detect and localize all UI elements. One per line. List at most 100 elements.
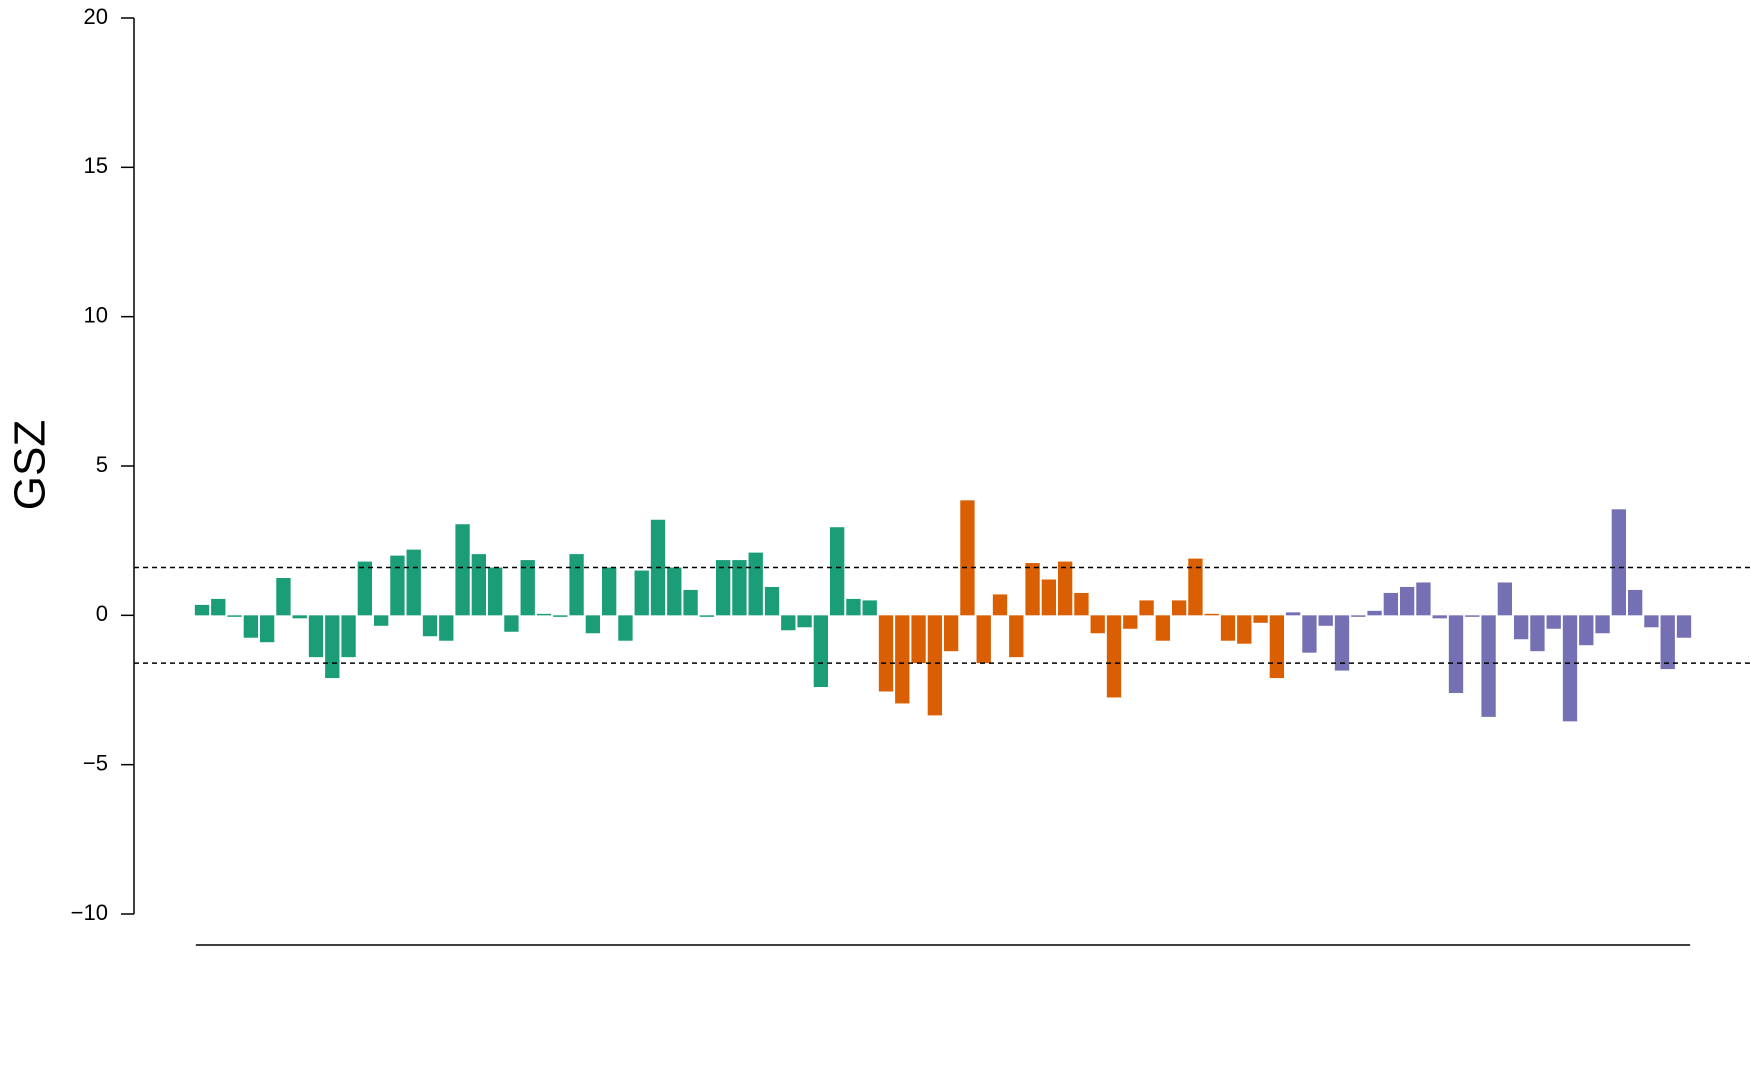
bar — [276, 578, 291, 616]
bar — [1627, 589, 1643, 616]
bar — [422, 615, 438, 637]
bar — [1269, 615, 1285, 679]
y-tick-label: 15 — [84, 153, 108, 178]
bar — [683, 589, 698, 616]
bar — [1611, 509, 1627, 616]
bar — [699, 615, 715, 617]
bar — [927, 615, 943, 716]
bar — [1416, 582, 1431, 616]
bar — [1432, 615, 1447, 619]
bar — [667, 567, 682, 616]
bar — [292, 615, 307, 619]
bar — [1253, 615, 1268, 623]
bar — [601, 567, 617, 616]
bar — [1546, 615, 1561, 629]
bar — [487, 567, 503, 616]
y-tick-label: 5 — [96, 452, 108, 477]
bar — [1383, 592, 1399, 616]
bar — [1448, 615, 1464, 693]
bar — [1399, 586, 1415, 616]
bar — [1579, 615, 1594, 646]
bar — [259, 615, 275, 643]
bar — [1497, 582, 1513, 616]
bar — [1318, 615, 1333, 626]
bar — [1009, 615, 1024, 658]
bar — [1106, 615, 1122, 698]
bar — [243, 615, 259, 638]
bar — [862, 600, 877, 616]
bar — [1237, 615, 1252, 644]
bar — [341, 615, 356, 658]
bar — [308, 615, 324, 658]
bar — [1465, 615, 1480, 617]
bar — [764, 586, 780, 616]
bar — [618, 615, 633, 641]
bar — [895, 615, 910, 704]
y-axis-label: GSZ — [6, 420, 55, 510]
bar — [520, 560, 535, 616]
bar — [1139, 600, 1154, 616]
bar — [1220, 615, 1236, 641]
bar — [211, 598, 226, 616]
bar — [504, 615, 519, 632]
bar — [357, 561, 373, 616]
bar — [846, 598, 861, 616]
bar — [976, 615, 991, 664]
bar — [1041, 579, 1057, 616]
bar — [878, 615, 894, 692]
bar — [1155, 615, 1171, 641]
bar — [813, 615, 829, 688]
bar — [406, 549, 421, 616]
bar — [797, 615, 812, 628]
bar — [1074, 592, 1089, 616]
bar — [748, 552, 763, 616]
bar — [194, 604, 210, 616]
bar — [943, 615, 959, 652]
bar — [390, 555, 405, 616]
bar — [1057, 561, 1073, 616]
bar — [536, 613, 552, 616]
bar — [373, 615, 389, 626]
bar — [1644, 615, 1659, 628]
y-tick-label: 20 — [84, 4, 108, 29]
bar — [1171, 600, 1187, 616]
bar — [471, 554, 487, 616]
y-tick-label: 10 — [84, 302, 108, 327]
bar — [1562, 615, 1578, 722]
bar — [439, 615, 454, 641]
bar — [1530, 615, 1545, 652]
bar — [1351, 615, 1366, 617]
bar — [781, 615, 796, 631]
bar — [1513, 615, 1529, 640]
bar — [829, 527, 845, 616]
bar — [1188, 558, 1203, 616]
y-tick-label: 0 — [96, 601, 108, 626]
bar — [1367, 610, 1382, 616]
bar — [634, 570, 649, 616]
bar — [911, 615, 926, 664]
bar — [1481, 615, 1496, 717]
bar — [1025, 563, 1040, 616]
bar — [1595, 615, 1610, 634]
bar — [1123, 615, 1138, 629]
bar — [1334, 615, 1350, 671]
bar — [960, 500, 975, 616]
bar — [732, 560, 747, 616]
bar — [227, 615, 242, 617]
bar — [1204, 613, 1219, 616]
bar — [1090, 615, 1105, 634]
bar — [1285, 612, 1301, 616]
bar — [569, 554, 584, 616]
bar — [553, 615, 568, 617]
y-tick-label: −5 — [83, 750, 108, 775]
bar — [325, 615, 340, 679]
bar — [1302, 615, 1317, 653]
bar — [992, 594, 1008, 616]
bar — [715, 560, 731, 616]
bar — [455, 524, 470, 616]
bar — [585, 615, 601, 634]
bar — [1660, 615, 1675, 670]
bar — [1676, 615, 1692, 638]
